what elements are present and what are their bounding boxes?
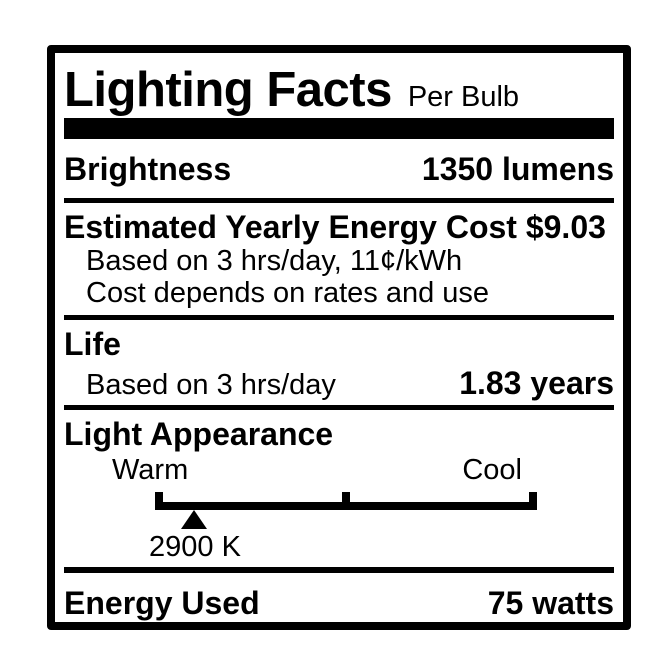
lighting-facts-label: Lighting Facts Per Bulb Brightness 1350 … <box>47 45 631 630</box>
life-row: Based on 3 hrs/day 1.83 years <box>64 365 614 401</box>
energy-cost-note-2: Cost depends on rates and use <box>86 277 490 309</box>
energy-used-label: Energy Used <box>64 585 260 621</box>
energy-used-row: Energy Used 75 watts <box>64 573 614 621</box>
label-subtitle: Per Bulb <box>407 81 520 113</box>
scale-left-tick <box>155 492 163 510</box>
life-value: 1.83 years <box>459 365 614 401</box>
life-basis: Based on 3 hrs/day <box>86 369 336 401</box>
energy-used-value: 75 watts <box>487 585 614 621</box>
energy-cost-section: Estimated Yearly Energy Cost $9.03 Based… <box>64 203 614 320</box>
color-temperature-scale <box>155 492 537 529</box>
brightness-value: 1350 lumens <box>421 151 614 187</box>
light-appearance-heading: Light Appearance <box>64 416 334 452</box>
scale-right-tick <box>529 492 537 510</box>
brightness-label: Brightness <box>64 151 232 187</box>
warm-cool-row: Warm Cool <box>64 454 614 486</box>
temperature-value: 2900 K <box>149 531 241 563</box>
title-separator-bar <box>64 118 614 139</box>
cool-label: Cool <box>462 454 522 486</box>
label-header: Lighting Facts Per Bulb <box>64 53 614 118</box>
life-heading: Life <box>64 326 121 362</box>
temperature-marker-icon <box>180 510 207 529</box>
brightness-row: Brightness 1350 lumens <box>64 139 614 203</box>
warm-label: Warm <box>112 454 189 486</box>
label-title: Lighting Facts <box>64 63 392 117</box>
scale-mid-tick <box>342 492 350 510</box>
life-section: Life Based on 3 hrs/day 1.83 years <box>64 320 614 410</box>
energy-cost-note-1: Based on 3 hrs/day, 11¢/kWh <box>86 245 463 277</box>
light-appearance-section: Light Appearance Warm Cool 2900 K <box>64 410 614 573</box>
energy-cost-heading: Estimated Yearly Energy Cost $9.03 <box>64 209 606 245</box>
